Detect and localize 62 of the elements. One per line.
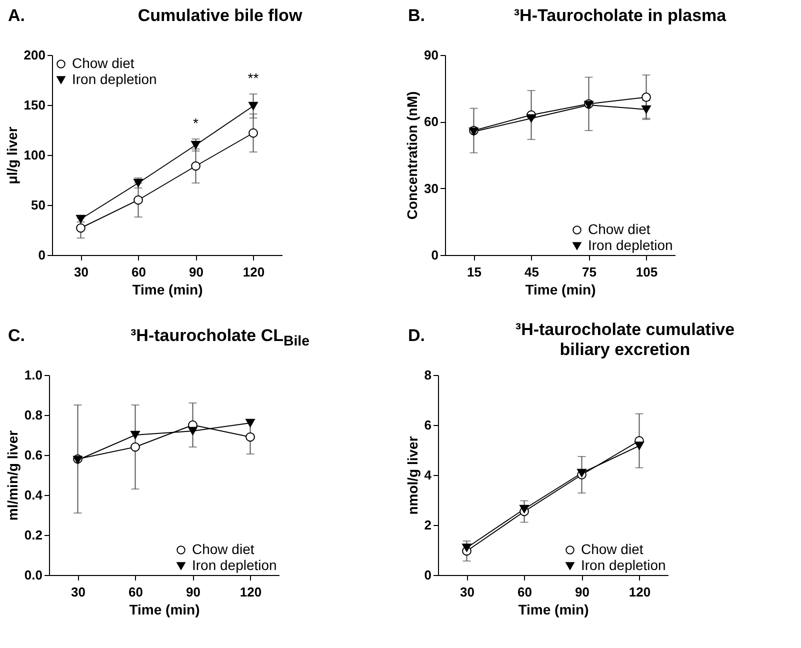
text: D. bbox=[408, 326, 425, 346]
legend-label: Chow diet bbox=[581, 541, 644, 557]
y-tick-label: 6 bbox=[424, 418, 432, 432]
x-tick-label: 90 bbox=[189, 264, 204, 280]
legend-label: Chow diet bbox=[588, 221, 650, 237]
x-tick-label: 105 bbox=[636, 264, 658, 280]
x-tick-label: 60 bbox=[132, 264, 146, 280]
x-tick-label: 45 bbox=[524, 264, 539, 280]
x-axis-title: Time (min) bbox=[129, 602, 200, 618]
chart-title: ³H-taurocholate CL$_{Bile}$ bbox=[130, 326, 310, 352]
y-tick-label: 0 bbox=[424, 568, 432, 582]
y-tick-label: 1.0 bbox=[24, 368, 42, 382]
y-tick-label: 0 bbox=[431, 248, 438, 262]
legend-label: Iron depletion bbox=[192, 557, 277, 573]
legend-label: Chow diet bbox=[72, 55, 134, 71]
y-tick-label: 200 bbox=[24, 48, 46, 62]
y-tick-label: 150 bbox=[24, 98, 46, 112]
x-tick-label: 120 bbox=[240, 584, 262, 600]
x-tick-label: 90 bbox=[575, 584, 590, 600]
y-tick-label: 0.8 bbox=[24, 408, 42, 422]
y-tick-label: 30 bbox=[424, 180, 438, 196]
y-axis-title: nmol/g liver bbox=[404, 436, 420, 515]
x-tick-label: 120 bbox=[628, 584, 651, 600]
y-tick-label: 2 bbox=[424, 518, 432, 532]
x-tick-label: 30 bbox=[74, 264, 88, 280]
annotation: ** bbox=[248, 70, 260, 86]
x-tick-label: 90 bbox=[186, 584, 200, 600]
y-tick-label: 0.4 bbox=[24, 488, 44, 502]
y-axis-title: ml/min/g liver bbox=[4, 430, 20, 521]
chart-title: ³H-Taurocholate in plasma bbox=[512, 6, 728, 26]
y-tick-label: 0.2 bbox=[24, 528, 42, 542]
x-tick-label: 75 bbox=[582, 264, 596, 280]
y-tick-label: 8 bbox=[424, 368, 432, 382]
chart-title: ³H-taurocholate cumulative biliary excretion bbox=[514, 320, 736, 360]
legend-label: Iron depletion bbox=[588, 237, 673, 253]
x-tick-label: 60 bbox=[518, 584, 532, 600]
y-tick-label: 4 bbox=[424, 468, 432, 482]
y-axis-title: Concentration (nM) bbox=[404, 91, 420, 220]
x-axis-title: Time (min) bbox=[525, 282, 596, 298]
y-tick-label: 0.0 bbox=[24, 568, 42, 582]
legend-label: Iron depletion bbox=[581, 557, 666, 573]
x-axis-title: Time (min) bbox=[132, 282, 203, 298]
y-tick-label: 0.6 bbox=[24, 448, 42, 462]
y-tick-label: 50 bbox=[31, 198, 46, 212]
text: C. bbox=[8, 326, 25, 346]
x-tick-label: 30 bbox=[71, 584, 86, 600]
y-tick-label: 90 bbox=[424, 48, 438, 62]
annotation: * bbox=[193, 115, 200, 131]
x-tick-label: 60 bbox=[128, 584, 143, 600]
x-tick-label: 30 bbox=[460, 584, 474, 600]
legend-label: Chow diet bbox=[192, 541, 254, 557]
x-axis-title: Time (min) bbox=[518, 602, 589, 618]
text: A. bbox=[8, 6, 25, 26]
y-tick-label: 0 bbox=[38, 248, 46, 262]
chart-title: Cumulative bile flow bbox=[136, 6, 304, 26]
legend-label: Iron depletion bbox=[72, 71, 157, 87]
x-tick-label: 15 bbox=[467, 264, 482, 280]
y-tick-label: 100 bbox=[24, 148, 46, 162]
x-tick-label: 120 bbox=[242, 264, 265, 280]
y-tick-label: 60 bbox=[424, 114, 438, 130]
y-axis-title: μl/g liver bbox=[4, 126, 20, 184]
text: B. bbox=[408, 6, 425, 26]
